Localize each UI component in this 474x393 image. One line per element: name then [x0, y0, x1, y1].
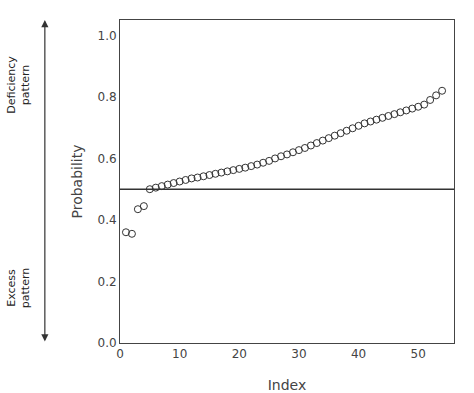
svg-text:Deficiencypattern: Deficiencypattern — [5, 56, 32, 114]
svg-text:0.8: 0.8 — [98, 90, 117, 104]
svg-text:50: 50 — [411, 347, 426, 361]
svg-text:10: 10 — [172, 347, 187, 361]
svg-text:0.4: 0.4 — [98, 213, 117, 227]
svg-text:30: 30 — [291, 347, 306, 361]
svg-text:20: 20 — [232, 347, 247, 361]
svg-text:0: 0 — [116, 347, 124, 361]
svg-text:Probability: Probability — [69, 144, 85, 218]
svg-text:0.2: 0.2 — [98, 275, 117, 289]
svg-text:1.0: 1.0 — [98, 29, 117, 43]
svg-text:Index: Index — [268, 377, 307, 393]
svg-text:0.0: 0.0 — [98, 336, 117, 350]
svg-text:40: 40 — [351, 347, 366, 361]
svg-text:0.6: 0.6 — [98, 152, 117, 166]
svg-text:Excesspattern: Excesspattern — [5, 268, 32, 308]
